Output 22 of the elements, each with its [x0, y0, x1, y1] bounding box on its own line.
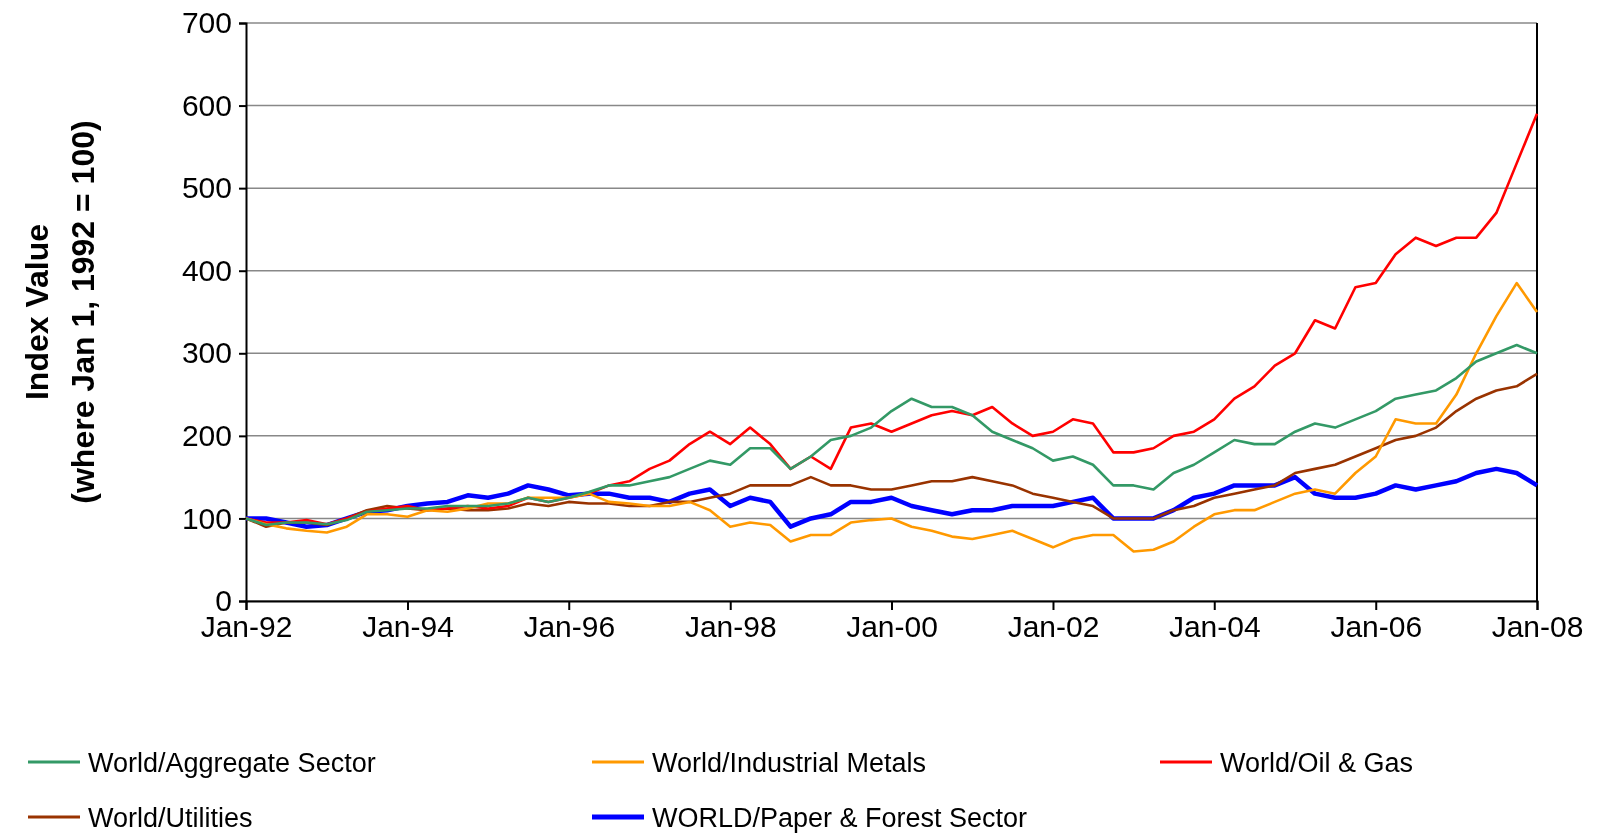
- y-tick-label: 300: [181, 336, 232, 370]
- y-tick-label: 700: [181, 6, 232, 40]
- legend-label: World/Aggregate Sector: [88, 748, 376, 778]
- x-tick-label: Jan-04: [1168, 610, 1261, 643]
- x-tick-label: Jan-00: [846, 610, 938, 643]
- y-tick-label: 100: [181, 501, 232, 535]
- y-tick-label: 600: [181, 88, 232, 122]
- y-axis-title: Index Value (where Jan 1, 1992 = 100): [19, 120, 101, 504]
- x-tick-label: Jan-98: [684, 610, 777, 643]
- line-series: [244, 343, 1539, 527]
- y-tick-label: 500: [181, 171, 232, 205]
- x-tick-label: Jan-02: [1007, 610, 1100, 643]
- y-tick-label: 200: [181, 418, 232, 452]
- legend-label: World/Utilities: [88, 803, 253, 833]
- legend-label: World/Oil & Gas: [1220, 748, 1414, 778]
- x-tick-label: Jan-08: [1491, 610, 1584, 643]
- x-tick-label: Jan-96: [523, 610, 616, 643]
- legend-label: WORLD/Paper & Forest Sector: [652, 803, 1028, 833]
- x-tick-label: Jan-06: [1330, 610, 1423, 643]
- legend-label: World/Industrial Metals: [652, 748, 927, 778]
- x-tick-label: Jan-94: [362, 610, 454, 643]
- y-tick-label: 400: [181, 253, 232, 287]
